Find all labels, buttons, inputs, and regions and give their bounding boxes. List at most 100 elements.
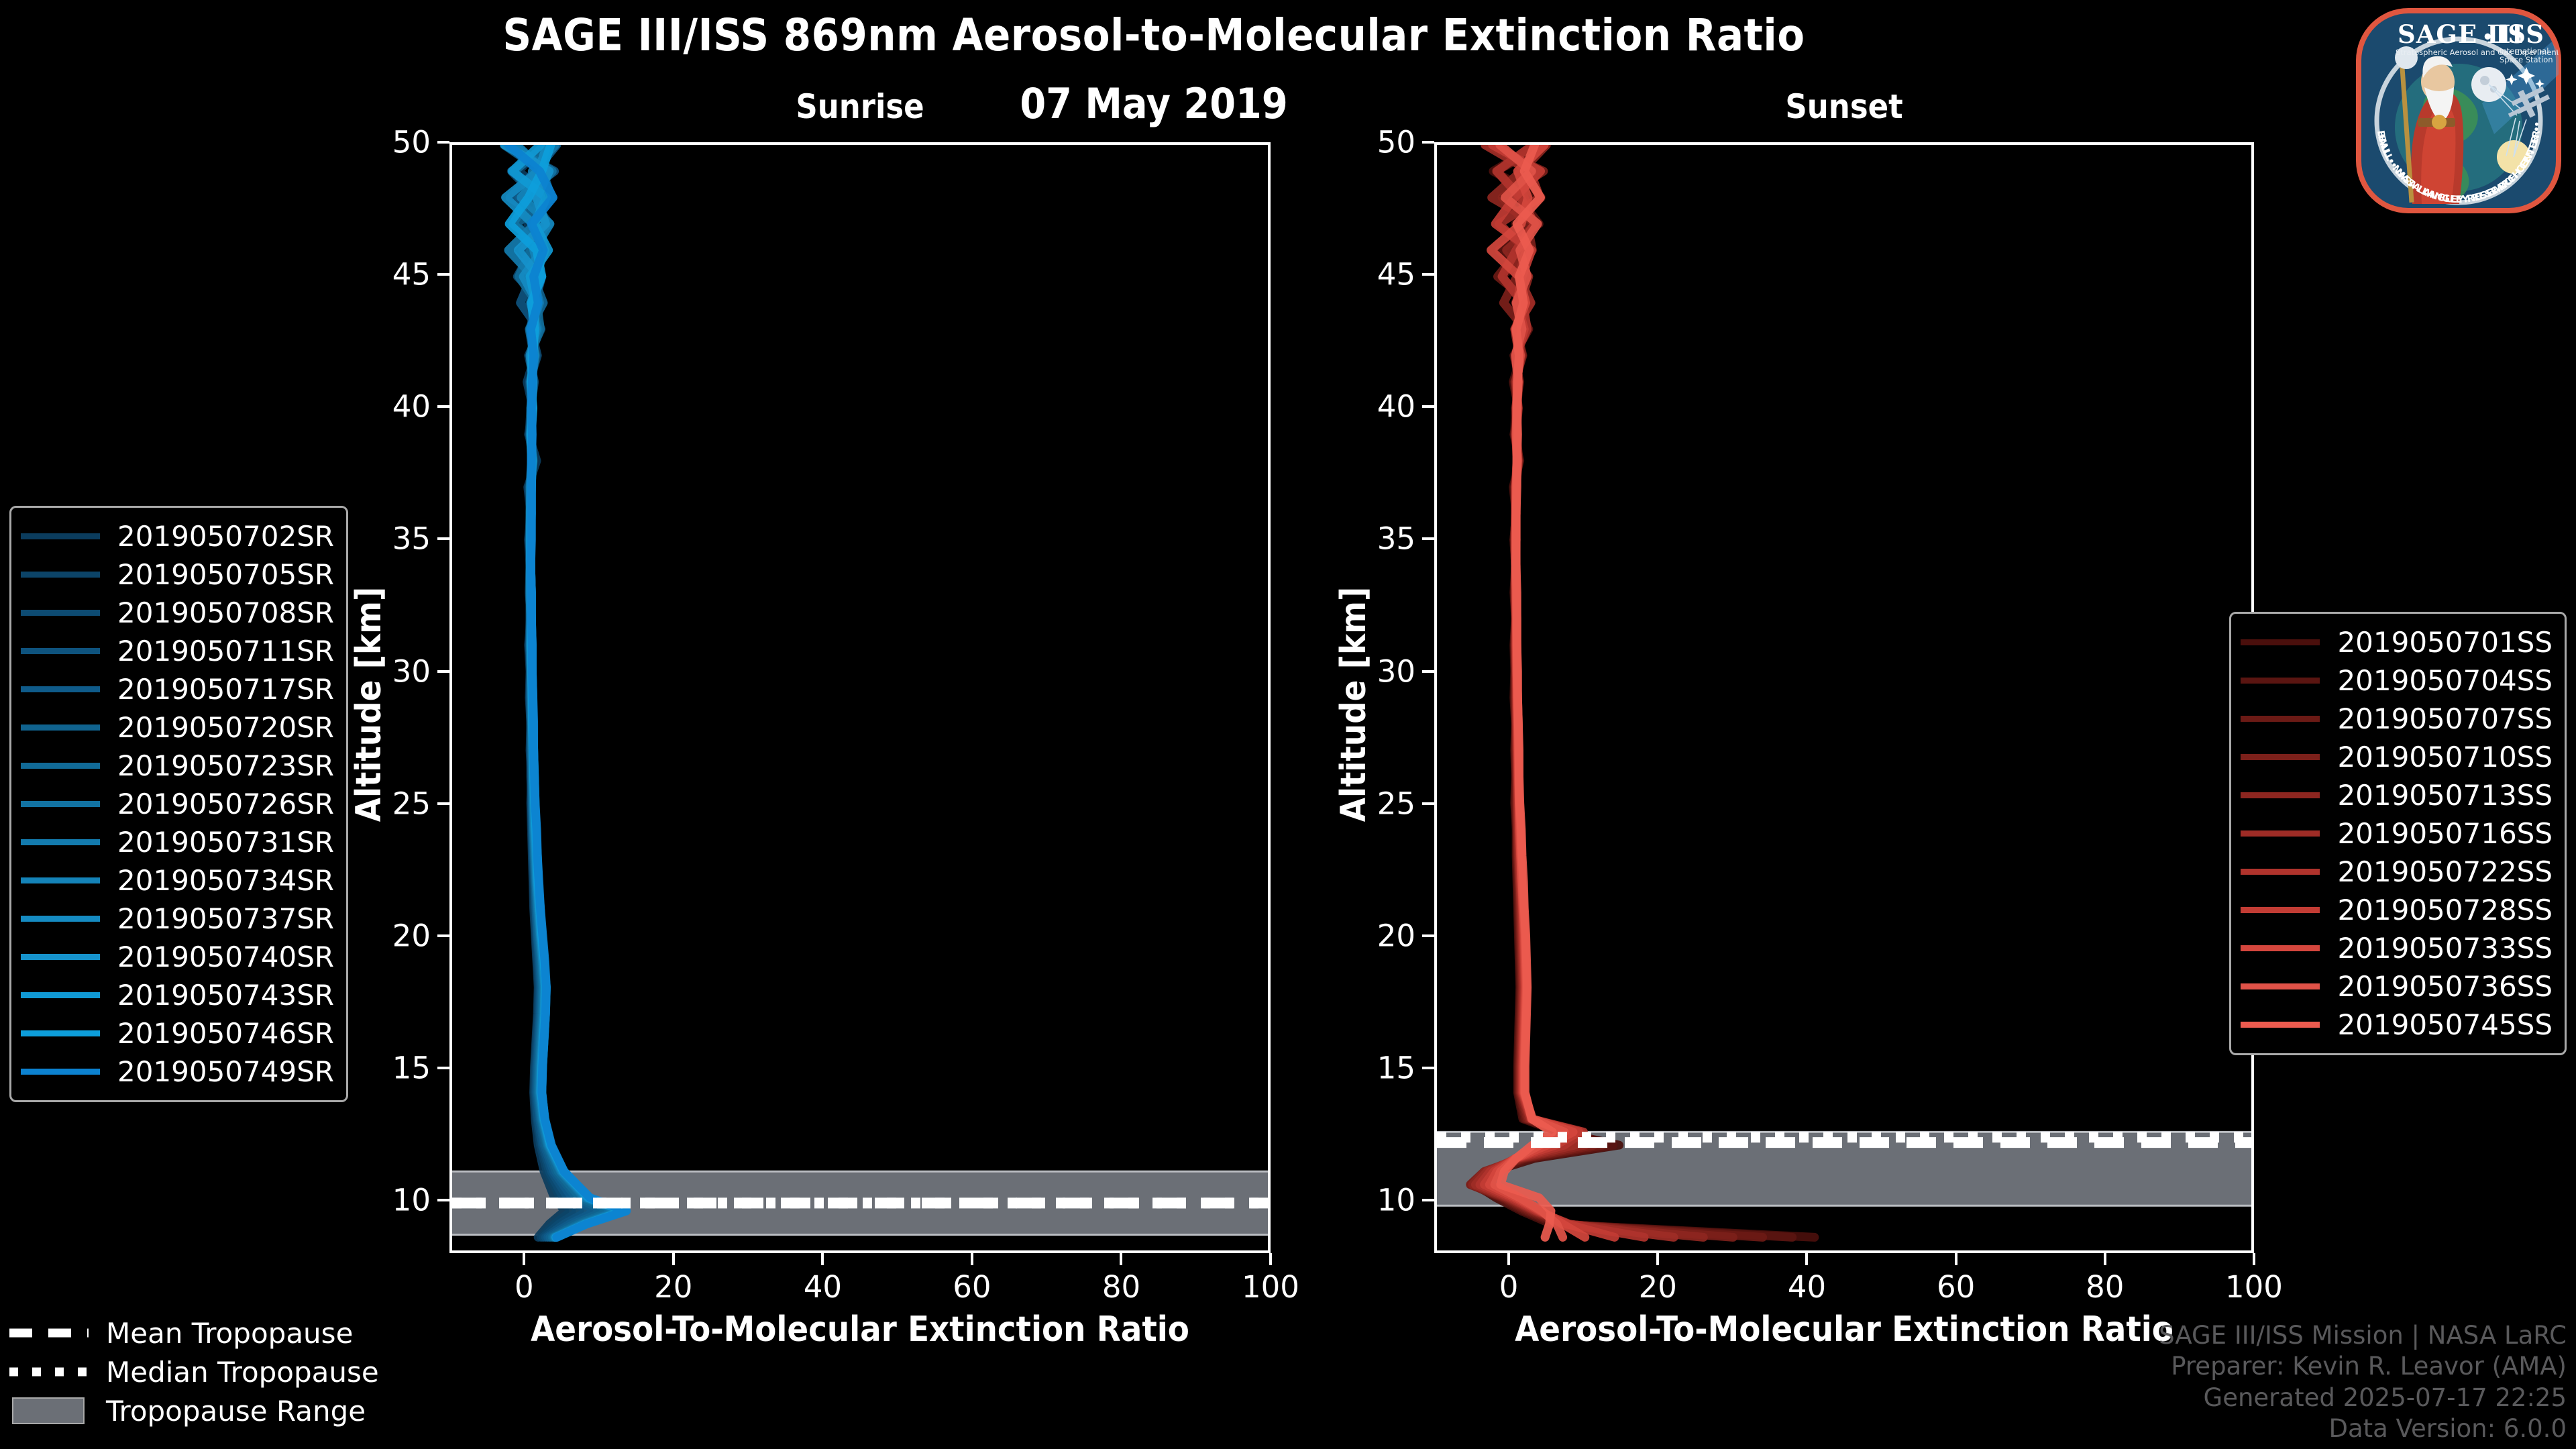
y-tick-label: 25 [392,786,431,822]
legend-color-swatch [21,686,100,692]
legend-item[interactable]: 2019050710SS [2241,738,2553,776]
legend-color-swatch [2241,983,2320,989]
tropopause-legend: Mean Tropopause Median Tropopause Tropop… [9,1313,379,1430]
legend-item-label: 2019050704SS [2337,664,2553,697]
x-tick-label: 80 [1102,1269,1141,1305]
legend-color-swatch [2241,869,2320,875]
legend-item[interactable]: 2019050740SR [21,938,334,976]
y-tick-label: 30 [1377,653,1415,690]
legend-item[interactable]: 2019050722SS [2241,853,2553,891]
legend-color-swatch [2241,678,2320,684]
sunrise-chart-svg [452,145,1268,1242]
y-tick-label: 45 [1377,256,1415,292]
x-tick-label: 60 [1936,1269,1976,1305]
legend-item[interactable]: 2019050704SS [2241,661,2553,700]
x-tick-label: 60 [953,1269,991,1305]
y-tick-label: 45 [392,256,431,292]
median-tropopause-dot-icon [9,1363,89,1381]
y-tick-mark [1422,537,1434,541]
legend-item[interactable]: 2019050716SS [2241,814,2553,853]
x-tick-mark [821,1253,824,1265]
legend-color-swatch [21,916,100,922]
sunset-x-axis-title: Aerosol-To-Molecular Extinction Ratio [1515,1309,2174,1350]
legend-item[interactable]: 2019050733SS [2241,929,2553,967]
svg-text:International: International [2500,46,2548,56]
legend-item[interactable]: 2019050737SR [21,900,334,938]
legend-item[interactable]: 2019050749SR [21,1053,334,1091]
sunrise-panel-label: Sunrise [796,87,924,126]
legend-item-label: 2019050717SR [117,673,335,706]
legend-item[interactable]: 2019050736SS [2241,967,2553,1006]
y-tick-mark [1422,1067,1434,1069]
legend-item[interactable]: 2019050707SS [2241,700,2553,738]
legend-item-label: 2019050720SR [117,711,335,744]
legend-item-label: 2019050711SR [117,635,335,667]
legend-color-swatch [2241,754,2320,760]
legend-item[interactable]: 2019050711SR [21,632,334,670]
legend-item[interactable]: 2019050720SR [21,708,334,747]
legend-color-swatch [21,648,100,654]
legend-item-label: 2019050743SR [117,979,335,1012]
legend-color-swatch [2241,945,2320,951]
x-tick-label: 40 [803,1269,842,1305]
x-tick-mark [2253,1253,2255,1265]
tropopause-range-swatch-icon [9,1397,89,1424]
y-tick-mark [437,802,449,805]
x-tick-mark [1269,1253,1272,1265]
footer-preparer-line: Preparer: Kevin R. Leavor (AMA) [2171,1352,2567,1381]
legend-item[interactable]: 2019050734SR [21,861,334,900]
legend-item[interactable]: 2019050702SR [21,517,334,555]
tropopause-median-row: Median Tropopause [9,1352,379,1391]
legend-item-label: 2019050722SS [2337,855,2553,888]
legend-color-swatch [21,801,100,807]
y-tick-mark [1422,802,1434,805]
y-tick-label: 40 [1377,388,1415,425]
y-tick-label: 40 [392,388,431,425]
sunrise-plot-area [449,142,1271,1253]
legend-color-swatch [21,877,100,883]
svg-text:•: • [2482,28,2493,48]
legend-item[interactable]: 2019050713SS [2241,776,2553,814]
legend-item[interactable]: 2019050717SR [21,670,334,708]
legend-color-swatch [2241,1022,2320,1028]
legend-item[interactable]: 2019050701SS [2241,623,2553,661]
sunrise-x-axis: 0 20 40 60 80 100 [449,1253,1299,1313]
legend-item[interactable]: 2019050745SS [2241,1006,2553,1044]
y-tick-mark [437,934,449,937]
svg-text:SAGE III: SAGE III [2398,19,2524,49]
y-tick-label: 15 [1377,1050,1415,1086]
y-tick-label: 20 [1377,918,1415,954]
legend-item-label: 2019050728SS [2337,894,2553,926]
y-tick-label: 25 [1377,786,1415,822]
legend-color-swatch [21,1030,100,1036]
x-tick-mark [970,1253,973,1265]
legend-item[interactable]: 2019050743SR [21,976,334,1014]
svg-text:ISS: ISS [2496,19,2544,49]
y-tick-mark [437,1199,449,1202]
y-tick-mark [437,141,449,144]
mean-tropopause-dash-icon [9,1324,89,1342]
footer-credits: SAGE III/ISS Mission | NASA LaRC Prepare… [2159,1320,2567,1445]
legend-color-swatch [21,763,100,769]
legend-item[interactable]: 2019050746SR [21,1014,334,1053]
y-tick-label: 35 [1377,521,1415,557]
legend-color-swatch [21,572,100,578]
legend-item[interactable]: 2019050708SR [21,594,334,632]
sunset-series-legend[interactable]: 2019050701SS 2019050704SS 2019050707SS 2019… [2229,612,2567,1055]
sunrise-y-axis: 10 15 20 25 30 35 40 45 50 [358,125,449,1253]
legend-item-label: 2019050716SS [2337,817,2553,850]
legend-item-label: 2019050707SS [2337,702,2553,735]
legend-item[interactable]: 2019050731SR [21,823,334,861]
x-tick-label: 40 [1787,1269,1827,1305]
legend-item[interactable]: 2019050728SS [2241,891,2553,929]
footer-data-version-line: Data Version: 6.0.0 [2328,1414,2567,1444]
sunset-plot-inner [1437,145,2251,1250]
sunrise-series-legend[interactable]: 2019050702SR 2019050705SR 2019050708SR 2019… [9,506,349,1102]
legend-item[interactable]: 2019050705SR [21,555,334,594]
legend-color-swatch [2241,639,2320,645]
sunrise-y-axis-title: Altitude [km] [349,586,389,822]
legend-item-label: 2019050708SR [117,596,335,629]
legend-item[interactable]: 2019050723SR [21,747,334,785]
legend-item[interactable]: 2019050726SR [21,785,334,823]
x-tick-label: 20 [1638,1269,1677,1305]
